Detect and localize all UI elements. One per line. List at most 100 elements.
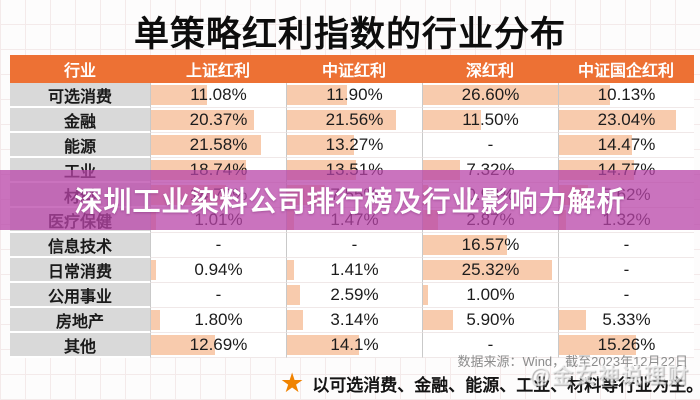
- industry-label: 日常消费: [10, 258, 150, 283]
- value-cell: 1.80%: [150, 308, 286, 333]
- data-bar: [423, 110, 482, 130]
- cell-value: 14.47%: [597, 135, 656, 154]
- data-bar: [151, 310, 161, 330]
- value-cell: 5.90%: [422, 308, 558, 333]
- value-cell: -: [558, 233, 694, 258]
- data-bar: [559, 335, 637, 355]
- data-bar: [423, 235, 508, 255]
- value-cell: -: [558, 283, 694, 308]
- data-bar: [423, 260, 552, 280]
- table-row: 日常消费 0.94% 1.41% 25.32% -: [10, 258, 694, 283]
- industry-label: 能源: [10, 133, 150, 158]
- cell-value: 11.90%: [326, 85, 383, 104]
- data-bar: [423, 285, 429, 305]
- value-cell: 14.47%: [558, 133, 694, 158]
- value-cell: 23.04%: [558, 108, 694, 133]
- cell-value: 15.26%: [597, 335, 656, 354]
- cell-value: -: [351, 235, 358, 254]
- data-bar: [559, 85, 611, 105]
- cell-value: 5.90%: [466, 310, 515, 329]
- column-header: 上证红利: [185, 63, 250, 80]
- value-cell: 26.60%: [422, 83, 558, 108]
- value-cell: -: [150, 233, 286, 258]
- value-cell: 11.08%: [150, 83, 286, 108]
- cell-value: 13.27%: [325, 135, 384, 154]
- data-bar: [151, 85, 208, 105]
- cell-value: 11.50%: [462, 110, 519, 129]
- table-row: 可选消费 11.08% 11.90% 26.60% 10.13%: [10, 83, 694, 108]
- cell-value: -: [623, 260, 630, 279]
- column-header: 深红利: [465, 63, 514, 80]
- value-cell: 13.27%: [286, 133, 422, 158]
- cell-value: 1.41%: [330, 260, 379, 279]
- data-bar: [423, 85, 558, 105]
- data-bar: [287, 135, 355, 155]
- cell-value: -: [623, 235, 630, 254]
- column-header: 中证国企红利: [577, 63, 674, 80]
- column-header: 中证红利: [321, 63, 386, 80]
- value-cell: 3.14%: [286, 308, 422, 333]
- value-cell: 1.41%: [286, 258, 422, 283]
- cell-value: 5.33%: [602, 310, 651, 329]
- cell-value: 16.57%: [461, 235, 520, 254]
- cell-value: -: [215, 285, 222, 304]
- table-row: 信息技术 - - 16.57% -: [10, 233, 694, 258]
- cell-value: 21.56%: [325, 110, 384, 129]
- value-cell: 2.59%: [286, 283, 422, 308]
- value-cell: 11.50%: [422, 108, 558, 133]
- value-cell: 15.26%: [558, 333, 694, 358]
- industry-label: 可选消费: [10, 83, 150, 108]
- cell-value: 21.58%: [189, 135, 248, 154]
- cell-value: 2.59%: [330, 285, 379, 304]
- cell-value: -: [623, 285, 630, 304]
- cell-value: 20.37%: [189, 110, 248, 129]
- value-cell: 5.33%: [558, 308, 694, 333]
- value-cell: -: [422, 133, 558, 158]
- value-cell: 20.37%: [150, 108, 286, 133]
- value-cell: 12.69%: [150, 333, 286, 358]
- cell-value: 1.00%: [466, 285, 515, 304]
- value-cell: 0.94%: [150, 258, 286, 283]
- data-bar: [151, 260, 156, 280]
- page-title: 单策略红利指数的行业分布: [133, 15, 566, 54]
- cell-value: 14.1%: [330, 335, 379, 354]
- table-row: 能源 21.58% 13.27% - 14.47%: [10, 133, 694, 158]
- value-cell: 16.57%: [422, 233, 558, 258]
- footer-text: 以可选消费、金融、能源、工业、材料等行业为主。: [312, 376, 700, 395]
- data-bar: [287, 85, 348, 105]
- footer-note: ★ 以可选消费、金融、能源、工业、材料等行业为主。: [280, 370, 700, 397]
- data-bar: [287, 260, 295, 280]
- table-row: 公用事业 - 2.59% 1.00% -: [10, 283, 694, 308]
- column-header: 行业: [63, 63, 96, 80]
- value-cell: 21.58%: [150, 133, 286, 158]
- data-bar: [559, 310, 587, 330]
- cell-value: 12.69%: [189, 335, 248, 354]
- cell-value: 0.94%: [194, 260, 243, 279]
- value-cell: 11.90%: [286, 83, 422, 108]
- overlay-banner: 深圳工业染料公司排行榜及行业影响力解析: [0, 170, 700, 230]
- banner-text: 深圳工业染料公司排行榜及行业影响力解析: [74, 186, 626, 217]
- value-cell: 10.13%: [558, 83, 694, 108]
- value-cell: 25.32%: [422, 258, 558, 283]
- table-row: 房地产 1.80% 3.14% 5.90% 5.33%: [10, 308, 694, 333]
- cell-value: -: [487, 335, 494, 354]
- watermark: @金女神说理财: [529, 365, 690, 388]
- value-cell: 21.56%: [286, 108, 422, 133]
- data-bar: [287, 335, 359, 355]
- data-source-note: 数据来源：Wind，截至2023年12月22日: [457, 354, 688, 369]
- cell-value: 26.60%: [461, 85, 520, 104]
- industry-label: 金融: [10, 108, 150, 133]
- value-cell: -: [286, 233, 422, 258]
- table-header-row: 行业 上证红利 中证红利 深红利 中证国企红利: [10, 55, 694, 83]
- cell-value: -: [487, 135, 494, 154]
- value-cell: -: [558, 258, 694, 283]
- cell-value: 25.32%: [461, 260, 520, 279]
- industry-label: 其他: [10, 333, 150, 358]
- data-bar: [287, 285, 301, 305]
- value-cell: -: [422, 333, 558, 358]
- data-bar: [559, 110, 676, 130]
- data-bar: [287, 310, 303, 330]
- data-bar: [151, 110, 255, 130]
- value-cell: 14.1%: [286, 333, 422, 358]
